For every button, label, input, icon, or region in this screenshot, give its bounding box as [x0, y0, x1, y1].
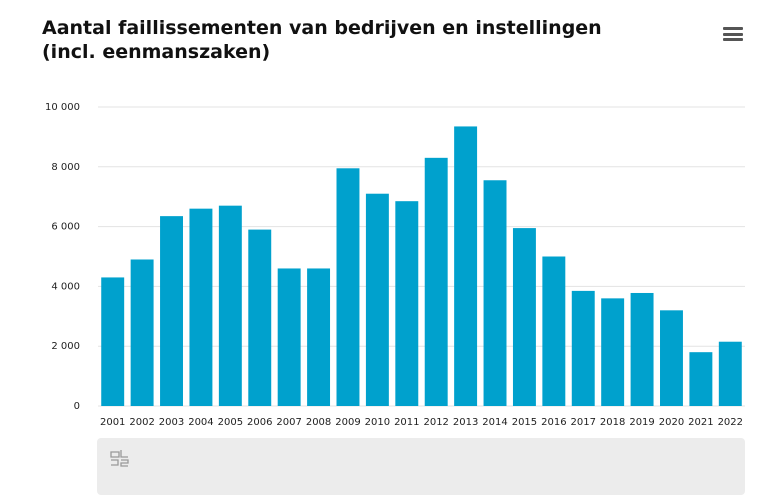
y-tick-label: 4 000	[51, 281, 80, 292]
y-tick-label: 6 000	[51, 222, 80, 233]
bar	[542, 256, 566, 406]
x-tick-label: 2001	[100, 417, 125, 428]
bar	[160, 216, 183, 406]
bar	[601, 298, 625, 406]
bar	[101, 277, 125, 406]
bar	[424, 157, 448, 406]
bar	[365, 193, 389, 406]
x-tick-label: 2002	[129, 417, 154, 428]
bar	[689, 352, 713, 406]
x-tick-label: 2017	[571, 417, 596, 428]
bar	[395, 201, 419, 406]
x-tick-label: 2008	[306, 417, 331, 428]
x-tick-label: 2006	[247, 417, 272, 428]
bar	[483, 180, 507, 406]
bar	[218, 205, 242, 406]
footer	[97, 438, 745, 495]
y-tick-label: 0	[74, 401, 80, 412]
chart-title: Aantal faillissementen van bedrijven en …	[42, 17, 602, 63]
bar	[248, 229, 272, 406]
bar	[336, 168, 360, 406]
x-tick-label: 2021	[688, 417, 713, 428]
bar	[630, 292, 654, 406]
x-tick-label: 2010	[365, 417, 390, 428]
bar	[718, 341, 742, 406]
x-tick-label: 2019	[629, 417, 654, 428]
x-tick-label: 2009	[335, 417, 360, 428]
y-tick-label: 10 000	[45, 102, 80, 113]
y-tick-label: 8 000	[51, 162, 80, 173]
bar	[307, 268, 331, 406]
x-tick-label: 2004	[188, 417, 213, 428]
x-tick-label: 2022	[718, 417, 743, 428]
bar	[454, 126, 478, 406]
x-tick-label: 2003	[159, 417, 184, 428]
bar	[660, 310, 683, 406]
bar	[571, 290, 595, 406]
bar	[189, 208, 213, 406]
bar	[130, 259, 154, 406]
logo	[110, 450, 129, 467]
x-tick-label: 2020	[659, 417, 684, 428]
menu-button[interactable]	[723, 27, 743, 41]
x-tick-label: 2005	[218, 417, 243, 428]
x-tick-label: 2012	[423, 417, 448, 428]
x-tick-label: 2018	[600, 417, 625, 428]
x-tick-label: 2007	[276, 417, 301, 428]
x-tick-label: 2013	[453, 417, 478, 428]
x-tick-label: 2011	[394, 417, 419, 428]
bar	[512, 228, 536, 406]
x-tick-label: 2014	[482, 417, 507, 428]
x-tick-label: 2015	[512, 417, 537, 428]
y-tick-label: 2 000	[51, 341, 80, 352]
bar	[277, 268, 301, 406]
x-tick-label: 2016	[541, 417, 566, 428]
